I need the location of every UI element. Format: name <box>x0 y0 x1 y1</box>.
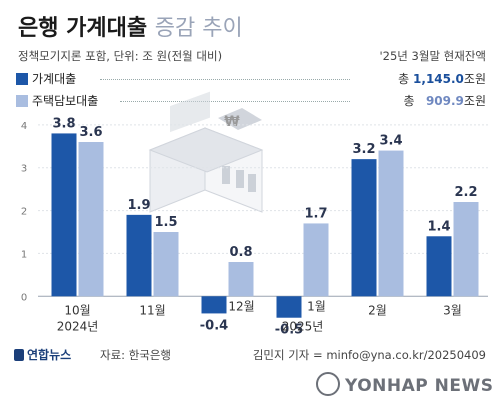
data-label: 3.6 <box>79 125 102 140</box>
x-tick-label: 2월 <box>368 303 387 317</box>
legend-label-household: 가계대출 <box>32 72 77 86</box>
bank-building-illustration: ₩ <box>148 91 264 213</box>
data-label: 0.8 <box>229 245 252 260</box>
legend-label-mortgage: 주택담보대출 <box>32 94 99 108</box>
bar-mortgage <box>378 150 404 297</box>
total-unit: 조원 <box>463 72 486 86</box>
total-unit: 조원 <box>463 94 486 108</box>
year-label: 2025년 <box>282 319 324 333</box>
bar-household <box>126 214 152 297</box>
y-tick-label: 3 <box>21 164 27 175</box>
legend-swatch-mortgage <box>16 95 28 107</box>
watermark: YONHAP NEWS <box>316 372 493 396</box>
legend-total-household: 총 1,145.0조원 <box>398 70 486 87</box>
bar-mortgage <box>453 202 479 297</box>
y-tick-label: 2 <box>21 207 27 218</box>
legend-leader-line <box>120 101 350 102</box>
x-tick-label: 12월 <box>228 299 254 313</box>
legend-total-mortgage: 총 909.9조원 <box>403 92 486 109</box>
data-label: 1.9 <box>127 198 150 213</box>
data-label: 3.4 <box>379 134 402 149</box>
legend-item-mortgage: 주택담보대출 <box>16 92 98 109</box>
x-tick-label: 1월 <box>307 299 326 313</box>
data-label: 1.7 <box>304 206 327 221</box>
bar-household <box>51 133 77 297</box>
legend-swatch-household <box>16 73 28 85</box>
legend-leader-line <box>100 79 350 80</box>
bar-mortgage <box>228 262 254 297</box>
watermark-text: YONHAP NEWS <box>345 376 494 396</box>
data-label: 3.8 <box>52 116 75 131</box>
data-label: 3.2 <box>352 142 375 157</box>
bar-household <box>201 296 227 314</box>
bar-household <box>351 159 377 297</box>
y-tick-label: 4 <box>21 121 27 132</box>
svg-text:₩: ₩ <box>224 114 240 130</box>
x-tick-label: 11월 <box>139 303 165 317</box>
data-label: -0.5 <box>275 323 303 338</box>
chart-title: 은행 가계대출 증감 추이 <box>18 10 243 42</box>
logo-text: 연합뉴스 <box>27 348 72 362</box>
bar-household <box>426 236 452 297</box>
bar-household <box>276 296 302 318</box>
title-light: 증감 추이 <box>154 16 243 41</box>
logo-mark-icon <box>14 349 24 361</box>
bar-mortgage <box>303 223 329 297</box>
data-label: 2.2 <box>454 185 477 200</box>
year-label: 2024년 <box>57 319 99 333</box>
y-tick-label: 1 <box>21 249 27 260</box>
chart-subtitle: 정책모기지론 포함, 단위: 조 원(전월 대비) <box>18 49 223 63</box>
x-tick-label: 3월 <box>443 303 462 317</box>
bar-mortgage <box>78 142 104 297</box>
total-value-mortgage: 909.9 <box>425 94 464 108</box>
source-text: 자료: 한국은행 <box>100 348 172 362</box>
x-tick-label: 10월 <box>64 303 90 317</box>
balance-note: '25년 3월말 현재잔액 <box>379 49 486 63</box>
total-prefix: 총 <box>403 94 415 108</box>
credit-text: 김민지 기자 = minfo@yna.co.kr/20250409 <box>252 348 486 362</box>
total-value-household: 1,145.0 <box>413 72 464 86</box>
title-bold: 은행 가계대출 <box>18 16 148 41</box>
legend-item-household-loans: 가계대출 <box>16 70 76 87</box>
data-label: 1.5 <box>154 215 177 230</box>
data-label: -0.4 <box>200 318 228 333</box>
y-tick-label: 0 <box>21 292 27 303</box>
watermark-logo-icon <box>316 372 340 396</box>
data-label: 1.4 <box>427 219 450 234</box>
yonhap-logo: 연합뉴스 <box>14 346 71 363</box>
bar-mortgage <box>153 232 179 297</box>
total-prefix: 총 <box>398 72 410 86</box>
